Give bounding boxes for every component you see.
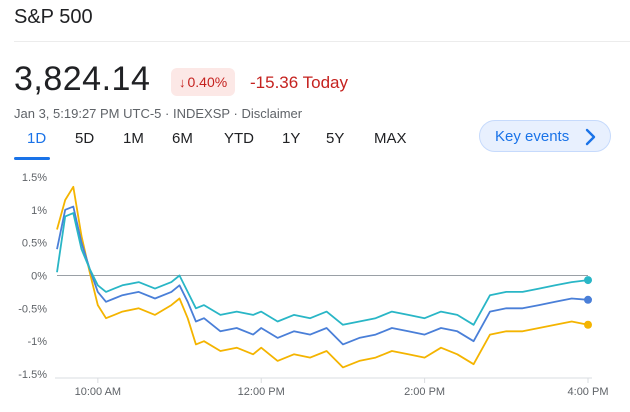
x-tick-label: 4:00 PM (568, 386, 609, 398)
arrow-down-icon: ↓ (179, 74, 186, 90)
y-tick-label: -1% (27, 336, 47, 348)
series-end-point (584, 276, 592, 285)
y-axis: 1.5% 1% 0.5% 0% -0.5% -1% -1.5% (18, 172, 47, 381)
x-tick-label: 2:00 PM (404, 386, 445, 398)
series-line (56, 205, 589, 346)
page-title: S&P 500 (14, 6, 93, 28)
current-price: 3,824.14 (14, 60, 151, 98)
meta-separator: · (233, 106, 238, 121)
tab-5d[interactable]: 5D (75, 130, 95, 147)
change-today: -15.36 Today (250, 73, 348, 92)
price-chart[interactable]: 1.5% 1% 0.5% 0% -0.5% -1% -1.5% 10:00 AM 12:00 … (0, 163, 630, 412)
active-tab-indicator (14, 157, 50, 160)
disclaimer-link[interactable]: Disclaimer (241, 106, 303, 121)
chevron-right-icon (584, 128, 598, 150)
tab-1m[interactable]: 1M (123, 130, 144, 147)
x-axis: 10:00 AM 12:00 PM 2:00 PM 4:00 PM (75, 378, 609, 398)
y-tick-label: -1.5% (18, 369, 47, 381)
exchange: INDEXSP (173, 106, 230, 121)
series-line (56, 185, 589, 369)
series-end-point (584, 295, 592, 304)
change-percent-badge: ↓ 0.40% (171, 68, 236, 96)
tab-ytd[interactable]: YTD (224, 130, 254, 147)
x-tick-label: 12:00 PM (238, 386, 285, 398)
chart-grid (55, 275, 592, 379)
key-events-button[interactable]: Key events (479, 120, 611, 152)
series-line (56, 212, 589, 326)
meta-separator: · (165, 106, 170, 121)
y-tick-label: 1% (31, 205, 47, 217)
divider (14, 41, 630, 42)
tab-6m[interactable]: 6M (172, 130, 193, 147)
tab-1y[interactable]: 1Y (282, 130, 301, 147)
quote-meta: Jan 3, 5:19:27 PM UTC-5 · INDEXSP · Disc… (14, 106, 302, 121)
tab-5y[interactable]: 5Y (326, 130, 345, 147)
tab-1d[interactable]: 1D (27, 130, 47, 147)
y-tick-label: -0.5% (18, 303, 47, 315)
change-percent: 0.40% (187, 74, 228, 90)
y-tick-label: 0.5% (22, 238, 47, 250)
y-tick-label: 0% (31, 271, 47, 283)
key-events-label: Key events (495, 127, 570, 145)
chart-series (56, 185, 592, 369)
timestamp: Jan 3, 5:19:27 PM UTC-5 (14, 106, 162, 121)
y-tick-label: 1.5% (22, 172, 47, 184)
x-tick-label: 10:00 AM (75, 386, 121, 398)
tab-max[interactable]: MAX (374, 130, 407, 147)
series-end-point (584, 320, 592, 329)
